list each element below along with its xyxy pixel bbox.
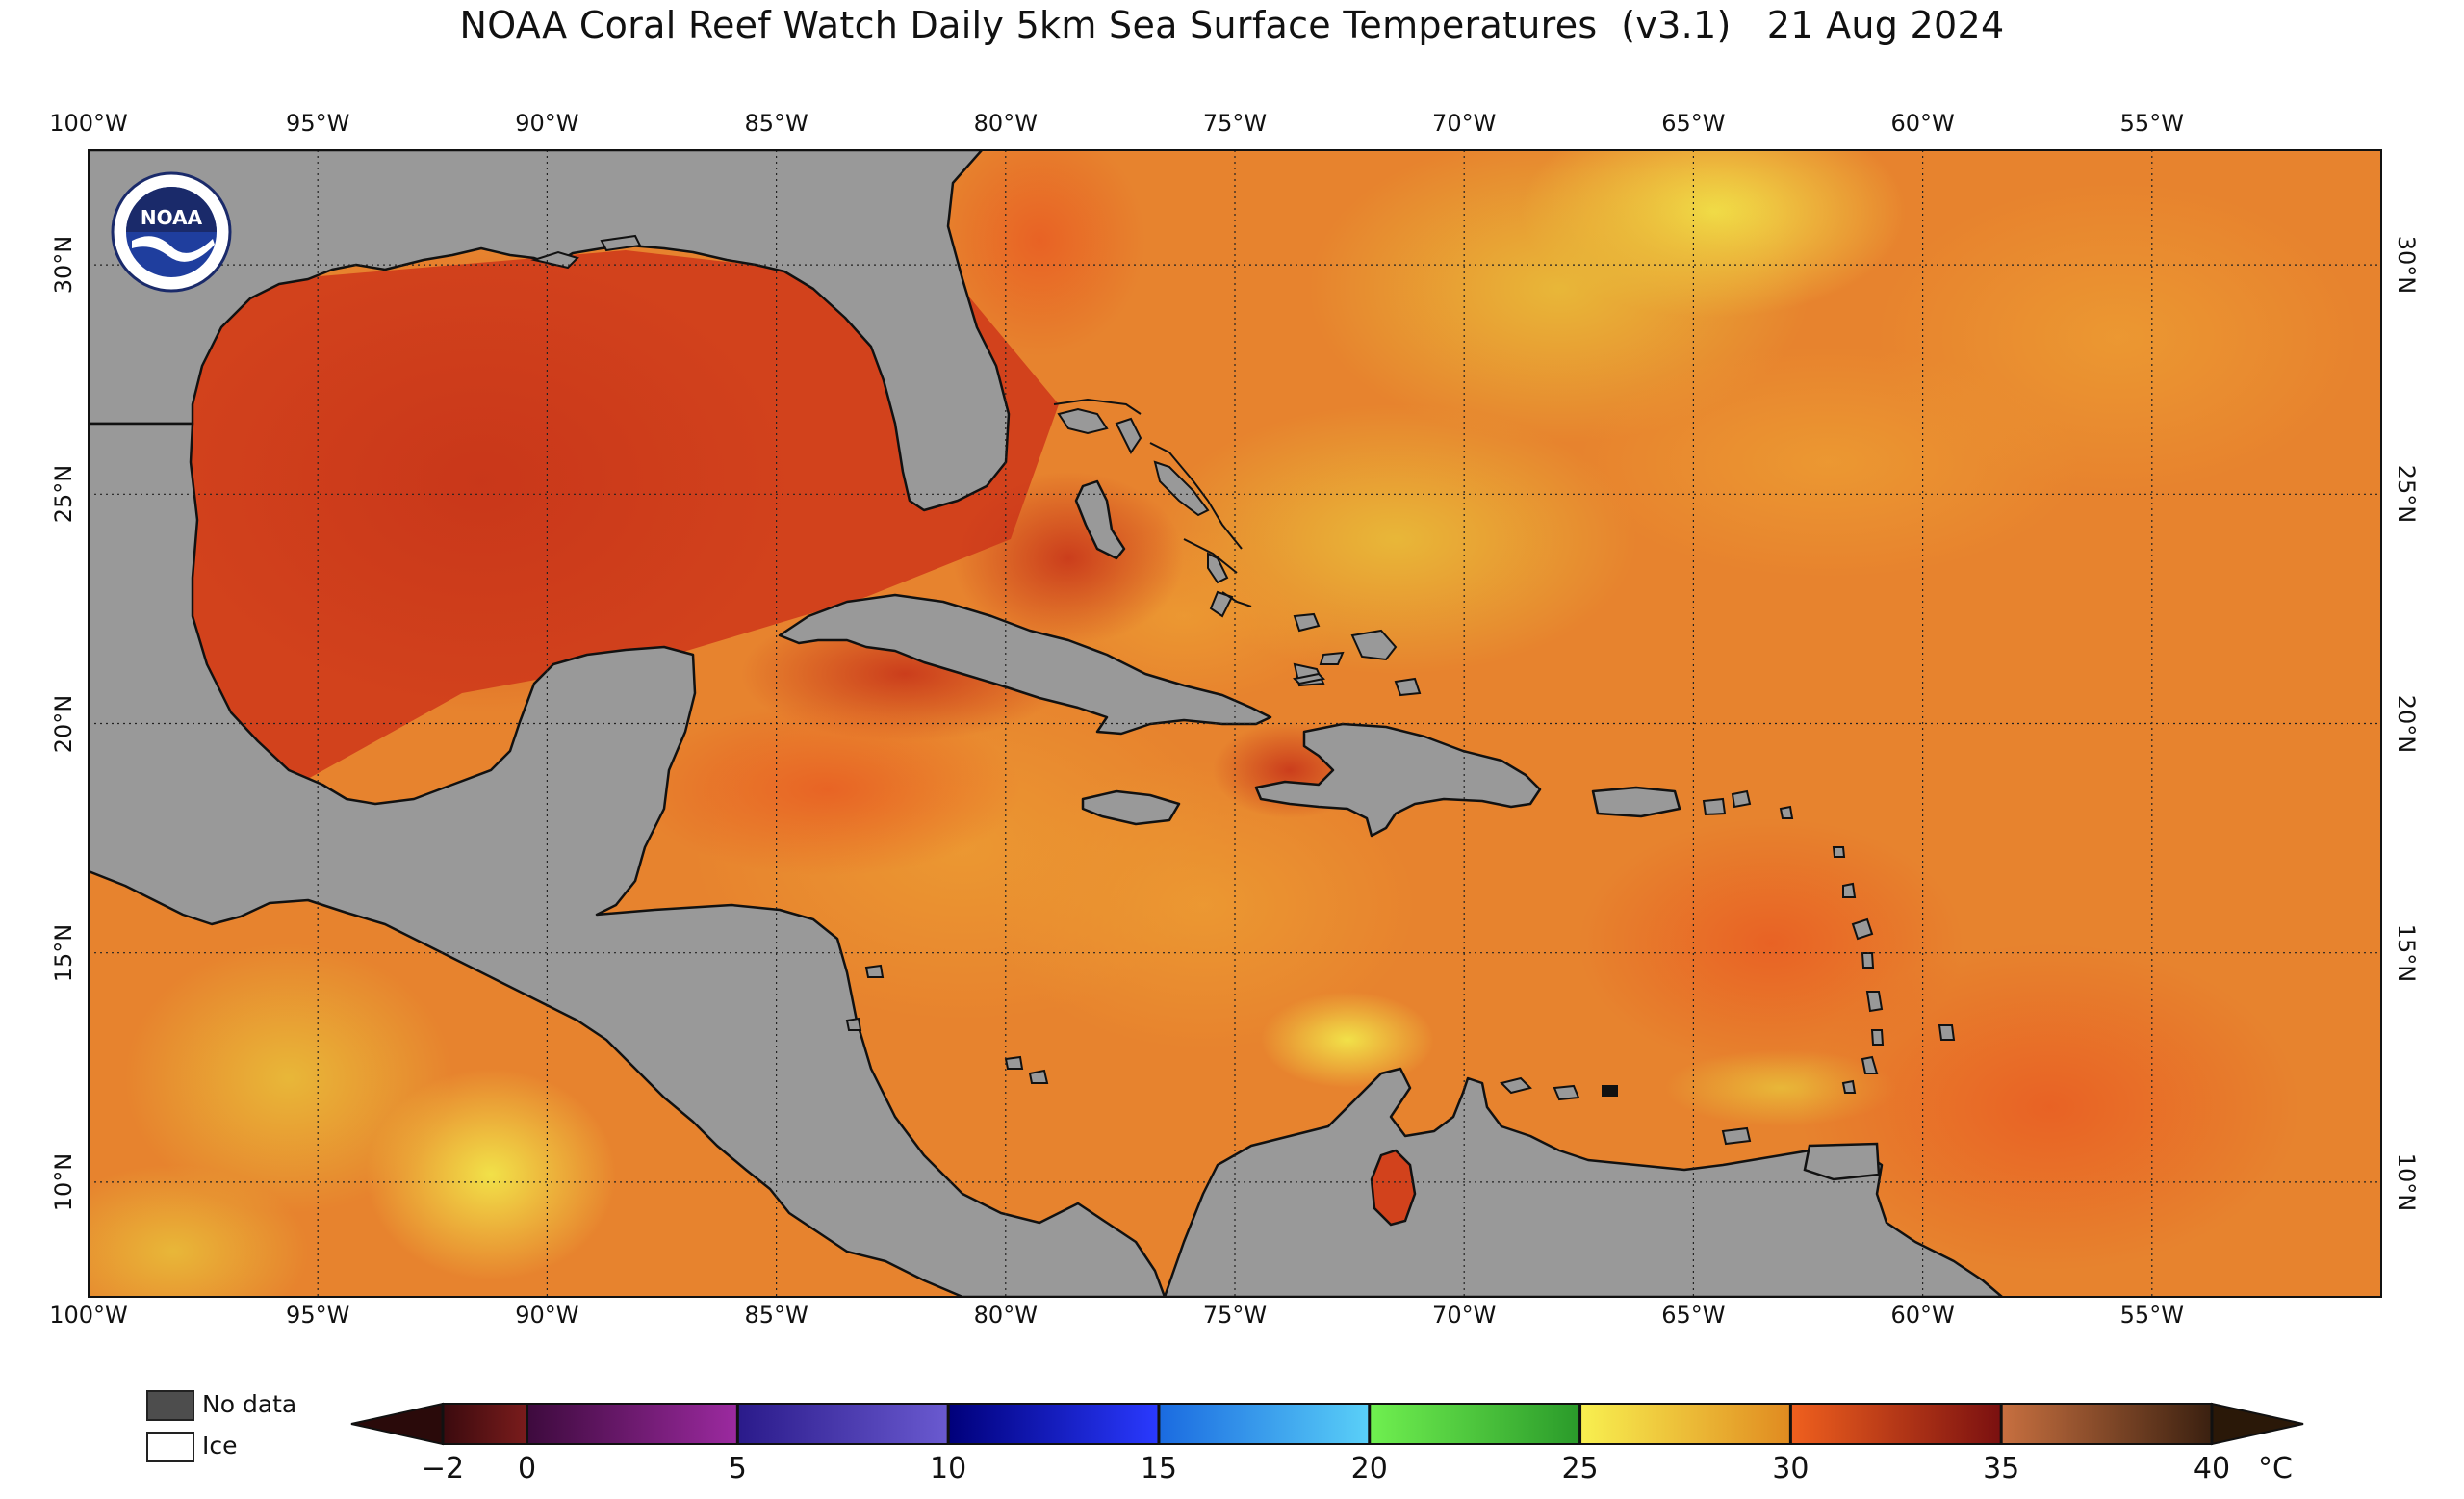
map-title: NOAA Coral Reef Watch Daily 5km Sea Surf… (459, 4, 2005, 46)
land-cuba (778, 593, 1272, 736)
map-graticule (89, 150, 2381, 1297)
lat-label-right: 30°N (2393, 235, 2420, 295)
colorbar-segment (1158, 1404, 1370, 1444)
lon-label-top: 85°W (744, 110, 808, 137)
lon-label-bottom: 85°W (744, 1302, 808, 1329)
lon-label-top: 65°W (1661, 110, 1726, 137)
colorbar-tick-label: 40 (2193, 1452, 2231, 1486)
land-puerto-rico (1591, 786, 1681, 818)
colorbar-tick-label: 20 (1350, 1452, 1388, 1486)
lon-label-bottom: 80°W (973, 1302, 1038, 1329)
lon-label-top: 100°W (49, 110, 128, 137)
land-trinidad (1803, 1142, 1881, 1181)
colorbar-segment (443, 1404, 527, 1444)
map-frame (88, 149, 2382, 1298)
noaa-logo-icon: NOAA (111, 171, 232, 293)
lon-label-bottom: 75°W (1202, 1302, 1268, 1329)
ice-swatch (146, 1432, 194, 1462)
temperature-colorbar (350, 1402, 2304, 1446)
lat-label-left: 10°N (50, 1152, 77, 1212)
colorbar-high-arrow (2211, 1402, 2304, 1446)
colorbar-low-arrow (350, 1402, 444, 1446)
lon-label-bottom: 70°W (1432, 1302, 1497, 1329)
lon-label-bottom: 95°W (286, 1302, 350, 1329)
colorbar-segment (1790, 1404, 2002, 1444)
lon-label-top: 70°W (1432, 110, 1497, 137)
colorbar-tick-label: 5 (728, 1452, 747, 1486)
land-south-america (1163, 1067, 2004, 1297)
land-hispaniola (1254, 722, 1542, 838)
colorbar-unit: °C (2258, 1452, 2293, 1486)
lat-label-left: 30°N (50, 235, 77, 295)
no-data-swatch (146, 1390, 194, 1421)
lat-label-left: 25°N (50, 465, 77, 524)
lon-label-top: 55°W (2119, 110, 2184, 137)
colorbar-segment (1579, 1404, 1791, 1444)
lon-label-bottom: 90°W (515, 1302, 579, 1329)
lake-maracaibo (1370, 1149, 1417, 1227)
colorbar-tick-label: 35 (1983, 1452, 2020, 1486)
lat-label-right: 20°N (2393, 694, 2420, 753)
colorbar-segment (737, 1404, 949, 1444)
lon-label-top: 80°W (973, 110, 1038, 137)
colorbar-segment (2001, 1404, 2212, 1444)
land-mexico-central-america (89, 422, 1167, 1297)
lat-label-right: 25°N (2393, 465, 2420, 524)
lat-label-left: 15°N (50, 923, 77, 982)
lat-label-left: 20°N (50, 694, 77, 753)
lon-label-bottom: 55°W (2119, 1302, 2184, 1329)
land-jamaica (1081, 789, 1181, 826)
colorbar-tick-label: 30 (1772, 1452, 1810, 1486)
lat-label-right: 10°N (2393, 1152, 2420, 1212)
land-bahamas (1074, 479, 1126, 560)
colorbar-tick-label: 25 (1561, 1452, 1599, 1486)
lon-label-top: 95°W (286, 110, 350, 137)
lon-label-top: 60°W (1890, 110, 1955, 137)
colorbar-tick-label: 10 (930, 1452, 967, 1486)
no-data-label: No data (202, 1390, 297, 1418)
lon-label-top: 90°W (515, 110, 579, 137)
colorbar-tick-label: 0 (517, 1452, 537, 1486)
ice-label: Ice (202, 1432, 238, 1460)
lon-label-bottom: 60°W (1890, 1302, 1955, 1329)
colorbar-segment (526, 1404, 738, 1444)
lon-label-top: 75°W (1202, 110, 1268, 137)
lat-label-right: 15°N (2393, 923, 2420, 982)
land-north-america (89, 150, 1011, 512)
colorbar-tick-label: 15 (1140, 1452, 1178, 1486)
colorbar-tick-label: −2 (421, 1452, 465, 1486)
colorbar-segment (1369, 1404, 1580, 1444)
lon-label-bottom: 100°W (49, 1302, 128, 1329)
noaa-logo-text: NOAA (141, 206, 203, 229)
colorbar-segment (948, 1404, 1159, 1444)
lon-label-bottom: 65°W (1661, 1302, 1726, 1329)
